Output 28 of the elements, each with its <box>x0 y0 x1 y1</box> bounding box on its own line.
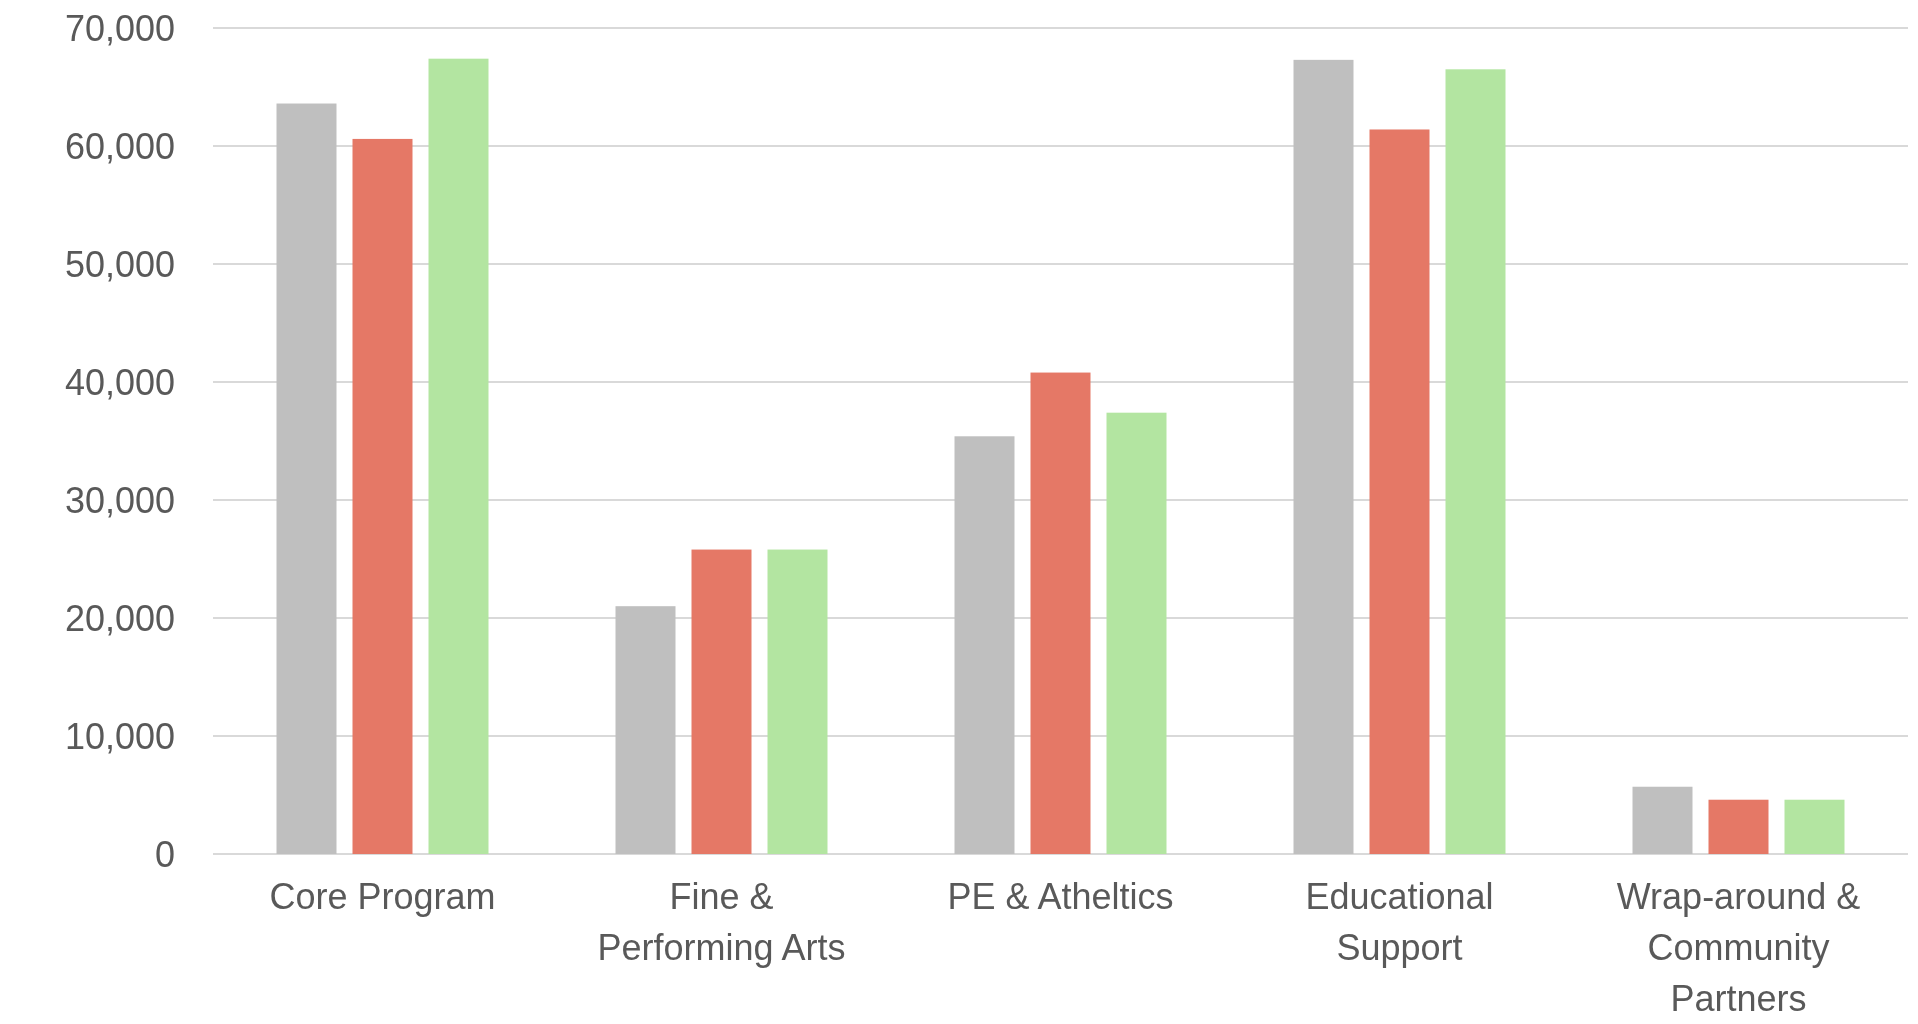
bar <box>1293 59 1354 854</box>
bar <box>691 549 752 854</box>
bar <box>276 103 337 854</box>
y-tick-label: 30,000 <box>64 479 175 521</box>
y-tick-label: 60,000 <box>64 125 175 167</box>
bar <box>1030 372 1091 854</box>
y-tick-label: 70,000 <box>64 7 175 49</box>
y-tick-label: 20,000 <box>64 597 175 639</box>
y-tick-label: 40,000 <box>64 361 175 403</box>
y-tick-label: 50,000 <box>64 243 175 285</box>
bar <box>1784 799 1845 854</box>
bar <box>1708 799 1769 854</box>
bar <box>1445 69 1506 854</box>
y-tick-label: 10,000 <box>64 715 175 757</box>
x-tick-label: PE & Atheltics <box>947 876 1174 917</box>
bar <box>954 436 1015 854</box>
bar <box>352 138 413 854</box>
bar <box>1369 129 1430 854</box>
y-tick-label: 0 <box>154 833 175 875</box>
bar <box>1632 786 1693 854</box>
bar <box>428 58 489 854</box>
bar <box>1106 412 1167 854</box>
x-tick-label: Core Program <box>269 876 496 917</box>
x-tick-label: Wrap-around & Community Partners <box>1616 876 1861 1019</box>
bar <box>615 606 676 854</box>
x-tick-label: Educational Support <box>1305 876 1494 968</box>
bar <box>767 549 828 854</box>
x-tick-label: Fine & Performing Arts <box>597 876 846 968</box>
